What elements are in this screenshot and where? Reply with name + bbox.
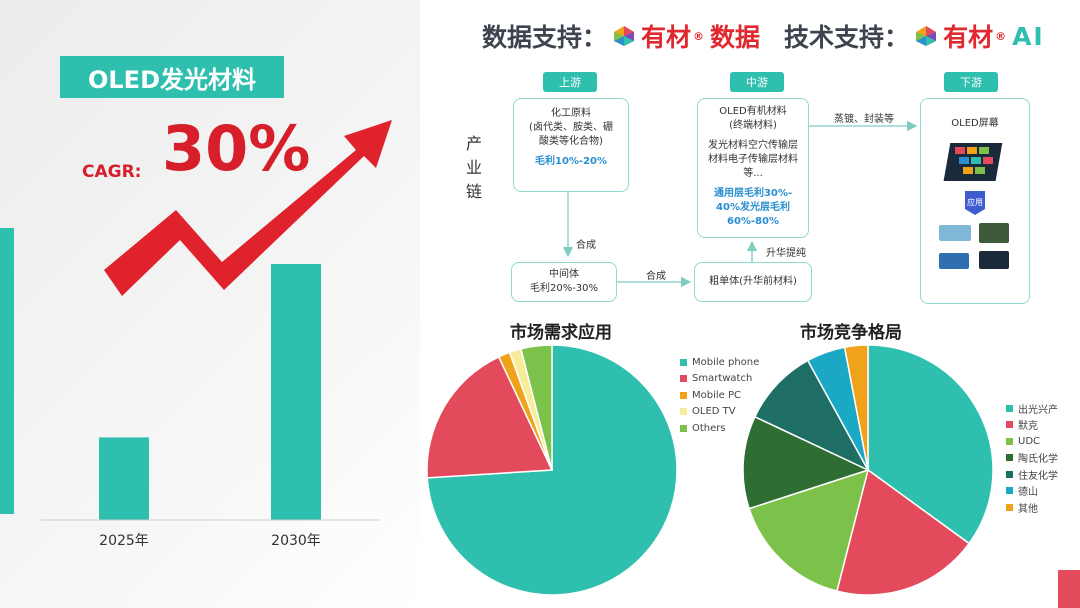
bar-1 [271, 264, 321, 520]
competition-pie-slice-4 [753, 359, 870, 472]
legend-item: 其他 [1006, 499, 1058, 516]
competition-pie-slice-1 [836, 468, 971, 596]
purify-label: 升华提纯 [766, 248, 806, 259]
legend-item: 默克 [1006, 417, 1058, 434]
legend-swatch [1006, 487, 1013, 495]
brand-logo-icon [614, 26, 635, 46]
legend-swatch [680, 375, 687, 383]
demand-pie-title: 市场需求应用 [510, 323, 612, 343]
brand-data-name: 有材 [641, 23, 692, 52]
midstream-node: OLED有机材料 (终端材料) 发光材料空穴传输层 材料电子传输层材料 等...… [697, 98, 809, 238]
legend-swatch [1006, 404, 1013, 412]
competition-pie-slice-2 [748, 468, 870, 592]
competition-pie-slice-6 [843, 344, 869, 471]
evaporation-label: 蒸镀、封装等 [834, 114, 894, 125]
legend-item: Smartwatch [680, 371, 759, 388]
legend-swatch [1006, 421, 1013, 429]
stage-downstream: 下游 [944, 72, 998, 92]
data-support-label: 数据支持： [482, 23, 608, 52]
synthesis-label-right: 合成 [646, 271, 666, 282]
legend-swatch [1006, 437, 1013, 445]
competition-pie-slice-0 [867, 344, 994, 545]
legend-item: UDC [1006, 433, 1058, 450]
synthesis-label-down: 合成 [576, 240, 596, 251]
legend-item: OLED TV [680, 404, 759, 421]
cagr-value: 30% [162, 112, 311, 185]
header: 数据支持： 有材 ® 数据 技术支持： 有材 ® AI [482, 16, 1045, 56]
growth-bar-chart: 2025年 2030年 [40, 120, 392, 549]
tech-support-label: 技术支持： [784, 23, 910, 52]
crude-monomer-node: 粗单体(升华前材料) [694, 262, 812, 302]
downstream-node: OLED屏幕 应用 [920, 98, 1030, 304]
demand-pie-slice-1 [426, 355, 554, 479]
stage-midstream: 中游 [730, 72, 784, 92]
corner-accent [1058, 570, 1080, 608]
stage-upstream: 上游 [543, 72, 597, 92]
legend-swatch [1006, 503, 1013, 511]
demand-legend: Mobile phone Smartwatch Mobile PC OLED T… [680, 354, 759, 437]
hero-panel [0, 0, 420, 608]
industry-chain-label: 产 业 链 [466, 134, 483, 201]
brand-ai-name: 有材 [943, 23, 994, 52]
competition-pie-slice-3 [742, 415, 871, 510]
growth-arrow [104, 120, 392, 296]
legend-item: 陶氏化学 [1006, 450, 1058, 467]
accent-strip [0, 228, 14, 514]
legend-item: Mobile PC [680, 387, 759, 404]
bar-0 [99, 437, 149, 520]
legend-swatch [680, 391, 687, 399]
legend-swatch [1006, 454, 1013, 462]
competition-pie-title: 市场竞争格局 [800, 323, 902, 343]
page-title: OLED发光材料 [60, 56, 284, 98]
upstream-node: 化工原料 (卤代类、胺类、硼 酸类等化合物) 毛利10%-20% [513, 98, 629, 192]
legend-swatch [1006, 470, 1013, 478]
brand-ai-suffix: AI [1012, 21, 1045, 51]
legend-item: Others [680, 420, 759, 437]
bar-category-label: 2030年 [271, 533, 321, 549]
brand-ai-logo-icon [916, 26, 937, 46]
legend-item: 出光兴产 [1006, 400, 1058, 417]
legend-swatch [680, 408, 687, 416]
intermediate-node: 中间体 毛利20%-30% [511, 262, 617, 302]
oled-devices-image: 应用 [939, 143, 1009, 269]
registered-mark-ai: ® [995, 29, 1007, 43]
legend-item: 住友化学 [1006, 466, 1058, 483]
legend-item: 德山 [1006, 483, 1058, 500]
brand-data-suffix: 数据 [710, 23, 761, 52]
legend-swatch [680, 424, 687, 432]
registered-mark: ® [693, 29, 705, 43]
apply-label: 应用 [967, 197, 983, 207]
legend-swatch [680, 358, 687, 366]
cagr-label: CAGR: [82, 162, 142, 182]
demand-pie-slice-4 [520, 344, 553, 471]
bar-category-label: 2025年 [99, 533, 149, 549]
legend-item: Mobile phone [680, 354, 759, 371]
competition-legend: 出光兴产 默克 UDC 陶氏化学 住友化学 德山 其他 [1006, 400, 1058, 516]
